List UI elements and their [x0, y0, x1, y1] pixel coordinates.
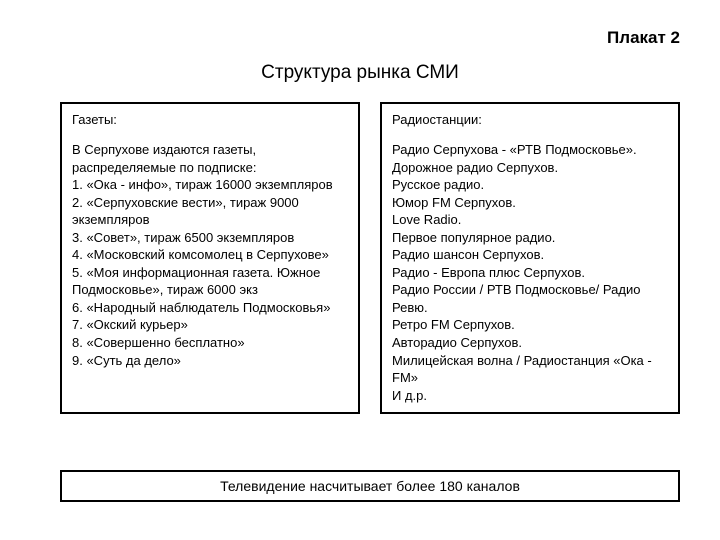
list-item: 9. «Суть да дело»: [72, 352, 348, 370]
newspapers-box: Газеты: В Серпухове издаются газеты, рас…: [60, 102, 360, 414]
list-item: Ретро FM Серпухов.: [392, 316, 668, 334]
list-item: Милицейская волна / Радиостанция «Ока - …: [392, 352, 668, 387]
list-item: Радио Серпухова - «РТВ Подмосковье».: [392, 141, 668, 159]
list-item: 3. «Совет», тираж 6500 экземпляров: [72, 229, 348, 247]
list-item: Юмор FM Серпухов.: [392, 194, 668, 212]
page-title: Структура рынка СМИ: [0, 62, 720, 84]
list-item: Радио России / РТВ Подмосковье/ Радио Ре…: [392, 281, 668, 316]
list-item: Love Radio.: [392, 211, 668, 229]
radio-box: Радиостанции: Радио Серпухова - «РТВ Под…: [380, 102, 680, 414]
newspapers-heading: Газеты:: [72, 112, 348, 127]
list-item: 8. «Совершенно бесплатно»: [72, 334, 348, 352]
list-item: И д.р.: [392, 387, 668, 405]
poster-number-label: Плакат 2: [607, 28, 680, 48]
newspapers-list: 1. «Ока - инфо», тираж 16000 экземпляров…: [72, 176, 348, 369]
list-item: 4. «Московский комсомолец в Серпухове»: [72, 246, 348, 264]
list-item: Авторадио Серпухов.: [392, 334, 668, 352]
content-columns: Газеты: В Серпухове издаются газеты, рас…: [60, 102, 680, 414]
tv-footer-box: Телевидение насчитывает более 180 канало…: [60, 470, 680, 502]
newspapers-intro: В Серпухове издаются газеты, распределяе…: [72, 141, 348, 176]
list-item: 7. «Окский курьер»: [72, 316, 348, 334]
list-item: Радио шансон Серпухов.: [392, 246, 668, 264]
list-item: Радио - Европа плюс Серпухов.: [392, 264, 668, 282]
list-item: Дорожное радио Серпухов.: [392, 159, 668, 177]
list-item: 2. «Серпуховские вести», тираж 9000 экзе…: [72, 194, 348, 229]
list-item: 1. «Ока - инфо», тираж 16000 экземпляров: [72, 176, 348, 194]
list-item: 6. «Народный наблюдатель Подмосковья»: [72, 299, 348, 317]
radio-list: Радио Серпухова - «РТВ Подмосковье». Дор…: [392, 141, 668, 404]
radio-heading: Радиостанции:: [392, 112, 668, 127]
list-item: 5. «Моя информационная газета. Южное Под…: [72, 264, 348, 299]
list-item: Русское радио.: [392, 176, 668, 194]
list-item: Первое популярное радио.: [392, 229, 668, 247]
